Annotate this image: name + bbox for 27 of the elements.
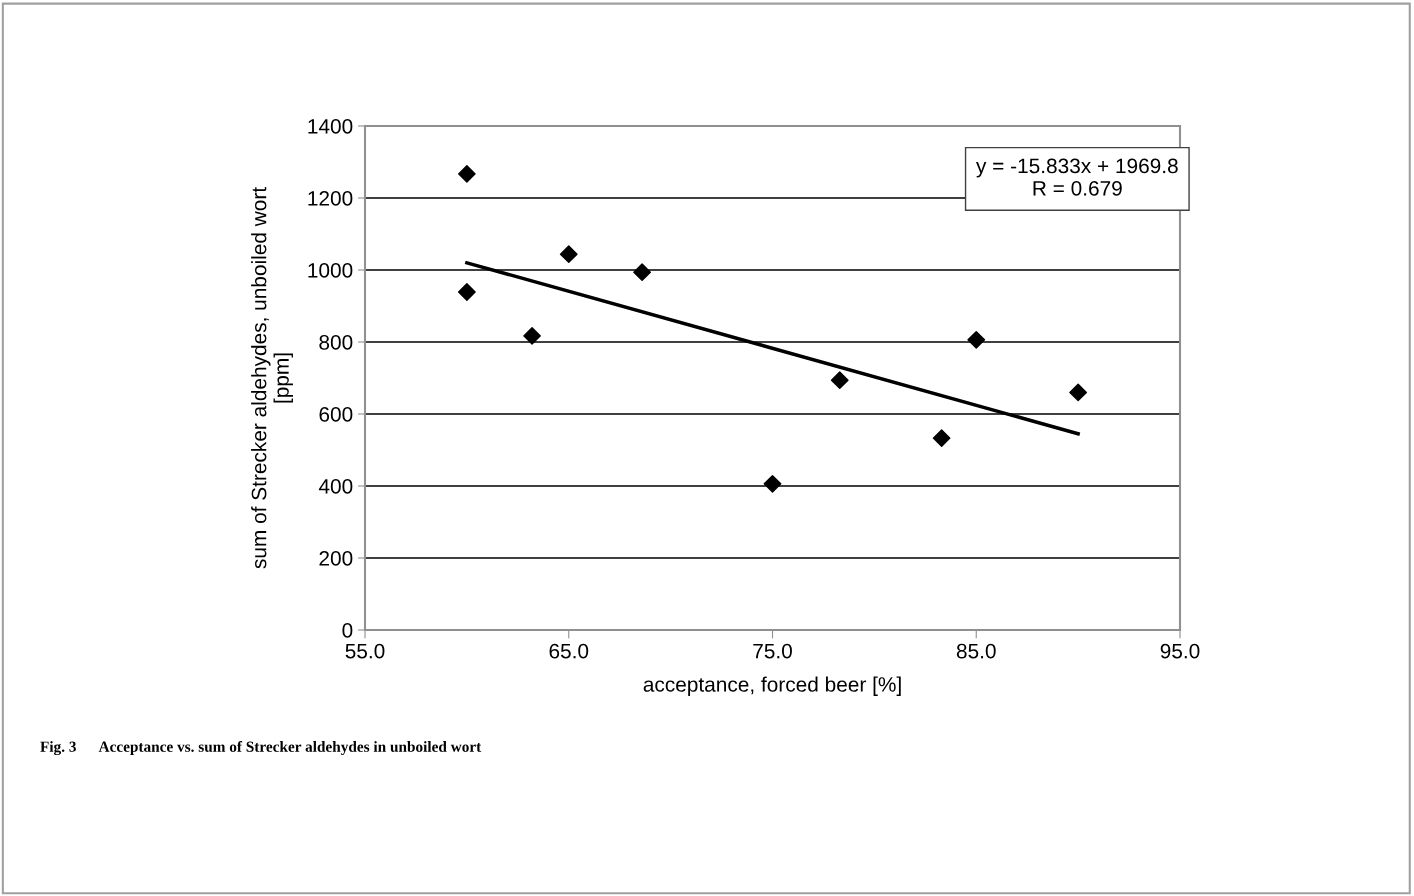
point bbox=[830, 371, 849, 390]
y-tick-label: 0 bbox=[342, 623, 353, 638]
y-tick-label: 1400 bbox=[308, 119, 353, 134]
y-tick-label: 600 bbox=[319, 407, 353, 422]
point bbox=[932, 429, 951, 448]
x-tick-label: 95.0 bbox=[1160, 643, 1200, 659]
x-axis-title: acceptance, forced beer [%] bbox=[643, 676, 901, 696]
annotation: y = -15.833x + 1969.8 R = 0.679 bbox=[976, 158, 1178, 196]
x-tick-label: 65.0 bbox=[549, 643, 589, 659]
point bbox=[633, 263, 652, 282]
x-tick-label: 85.0 bbox=[956, 643, 996, 659]
point bbox=[457, 283, 476, 301]
y-tick-label: 800 bbox=[319, 335, 353, 350]
y-tick-label: 1000 bbox=[308, 263, 353, 278]
point bbox=[763, 474, 782, 493]
x-tick-label: 75.0 bbox=[753, 643, 792, 659]
point bbox=[523, 326, 541, 345]
point bbox=[457, 164, 476, 183]
x-tick-label: 55.0 bbox=[345, 643, 385, 659]
caption: Fig. 3 Acceptance vs. sum of Strecker aldehydes in unboiled wort bbox=[40, 740, 482, 756]
point bbox=[967, 330, 986, 349]
point bbox=[559, 245, 578, 264]
point bbox=[1069, 383, 1088, 402]
y-tick-label: 400 bbox=[318, 479, 353, 494]
y-axis-title: sum of Strecker aldehydes, unboiled wort [ppm] bbox=[251, 187, 293, 569]
y-tick-label: 1200 bbox=[308, 191, 353, 206]
y-tick-label: 200 bbox=[319, 551, 353, 566]
